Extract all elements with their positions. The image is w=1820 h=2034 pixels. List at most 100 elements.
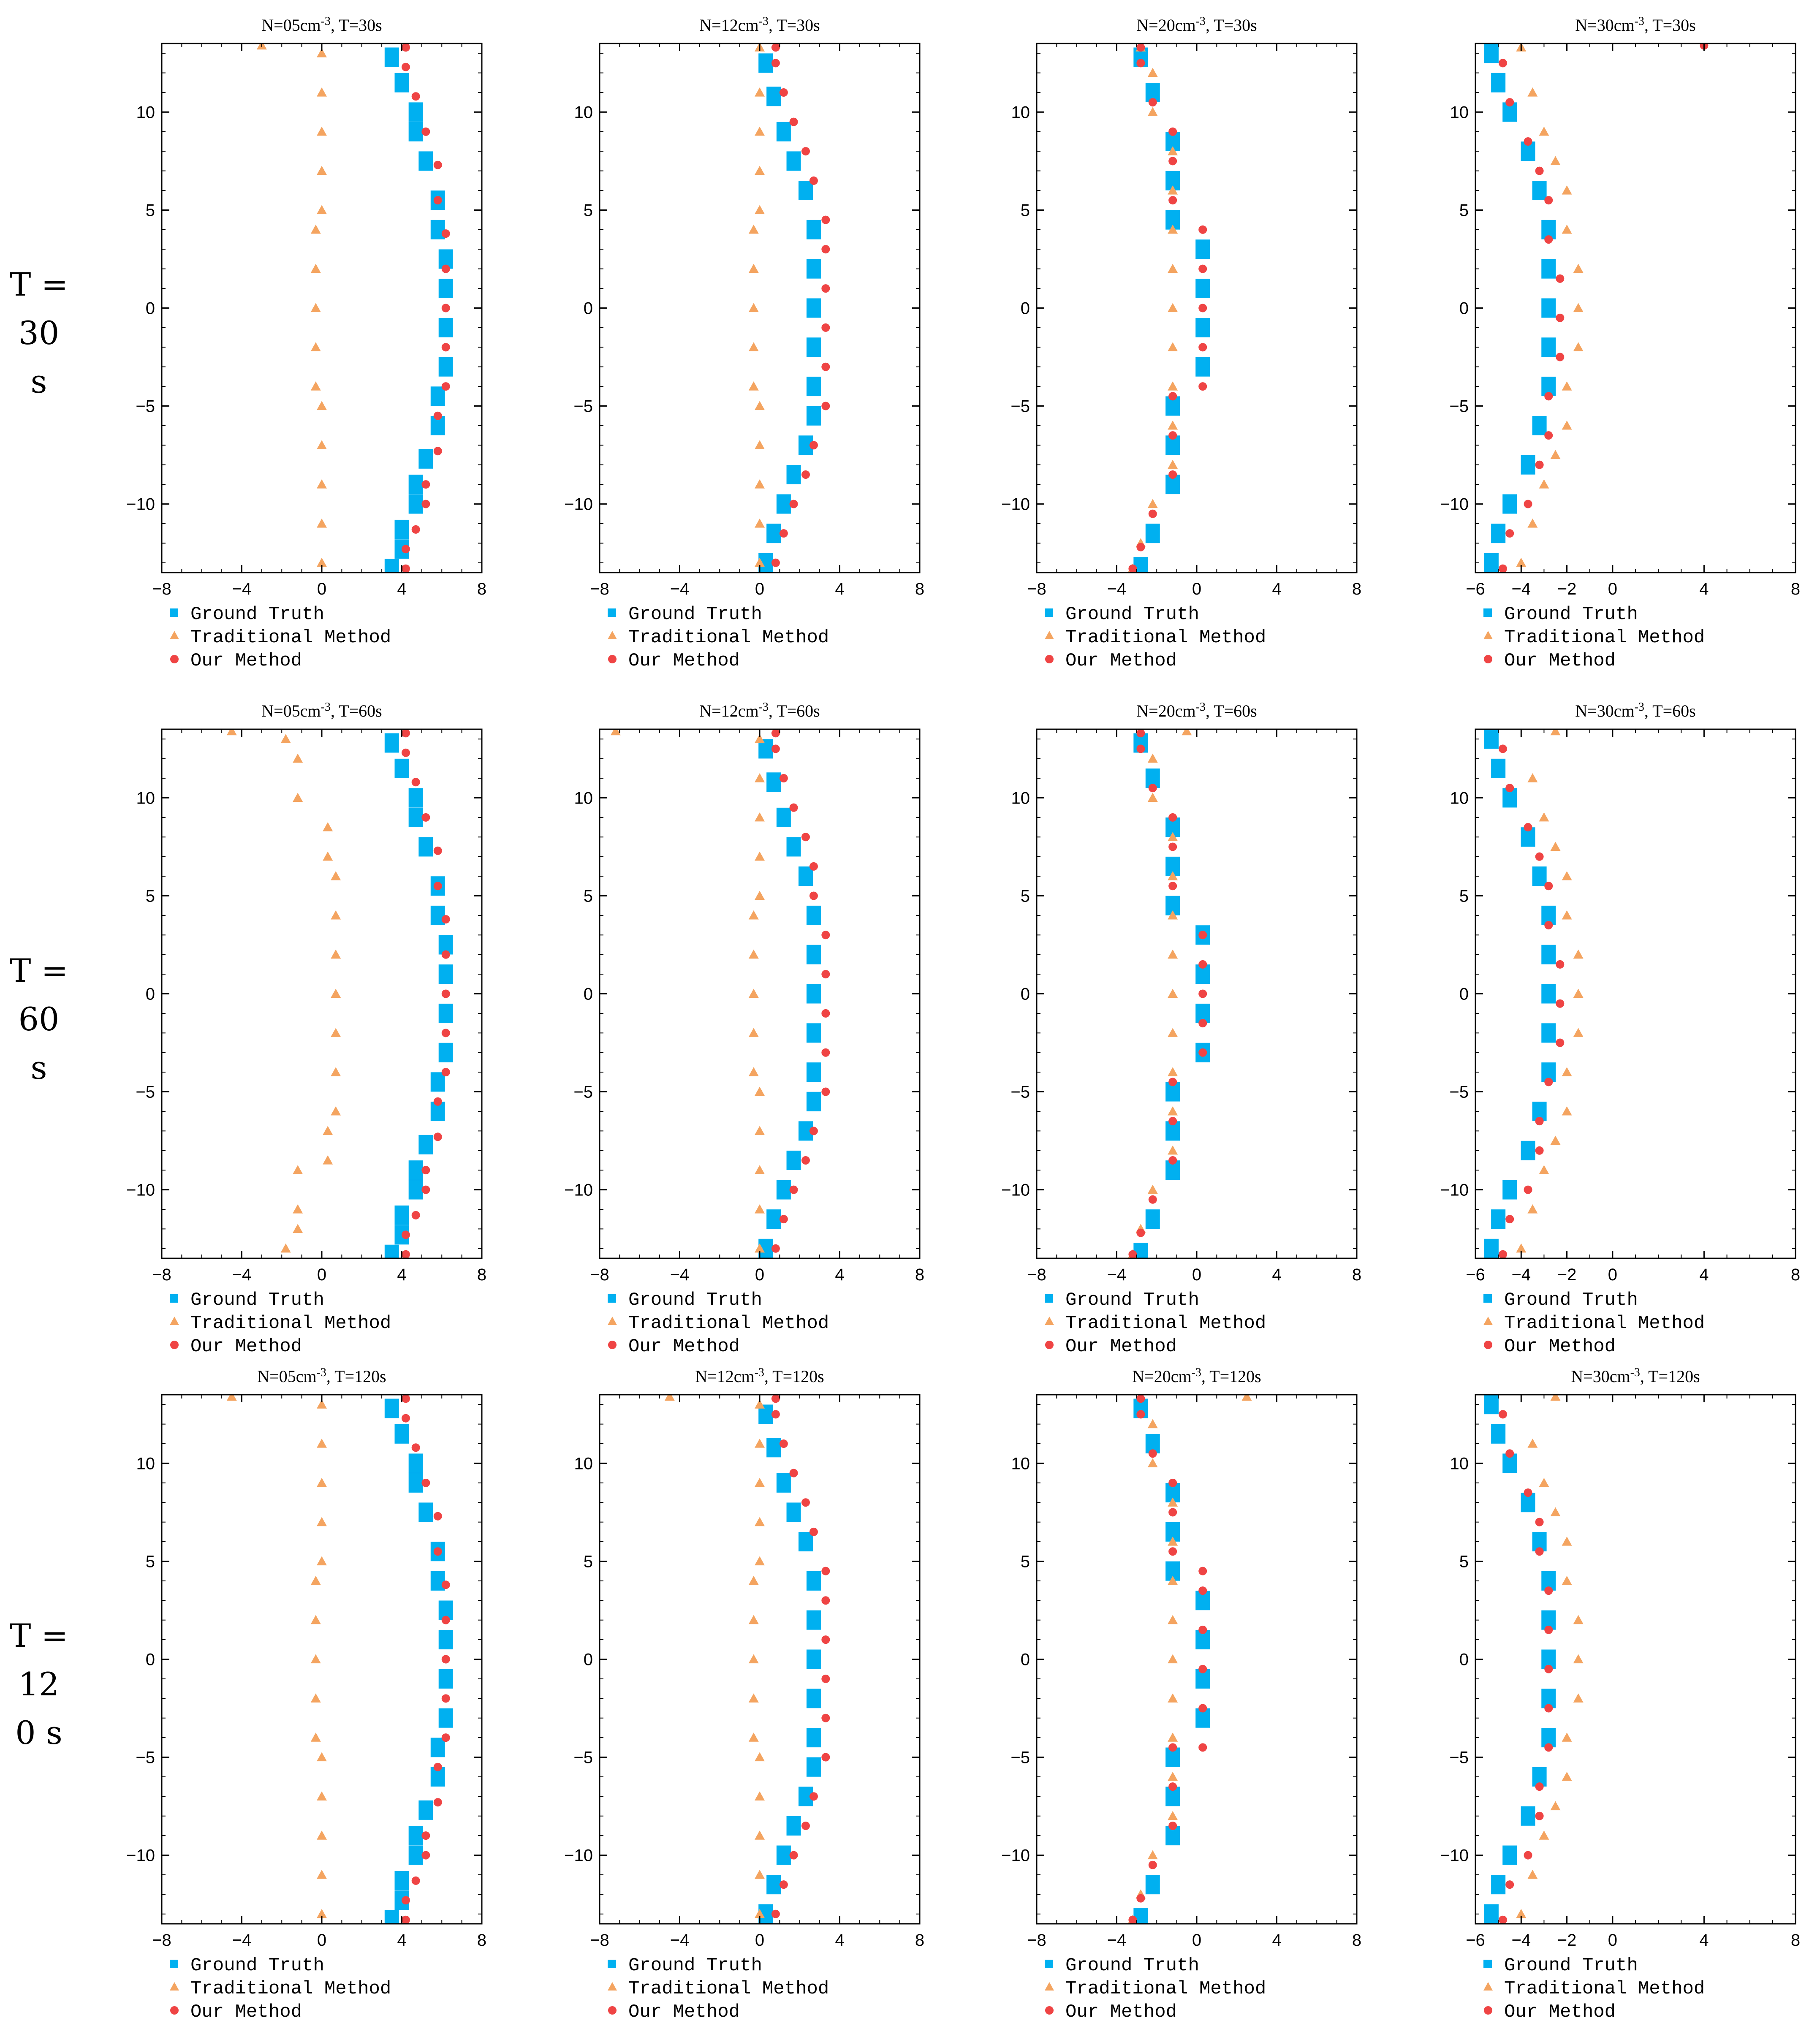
traditional-method-point [310,381,321,391]
traditional-method-point [1539,1477,1549,1487]
our-method-point [1556,313,1565,322]
traditional-method-point [755,1204,765,1214]
our-method-point [401,729,410,738]
ground-truth-point [408,1473,423,1493]
our-method-point [1168,1117,1177,1126]
y-tick-label: 0 [146,985,155,1004]
y-tick-label: 5 [146,1552,155,1571]
our-method-point [1198,1743,1207,1752]
traditional-method-point [1550,842,1561,851]
our-method-point [1524,1185,1532,1194]
x-tick-label: 4 [1699,1265,1709,1284]
our-method-point [433,196,442,205]
our-method-point [821,1048,830,1057]
x-tick-label: 8 [1791,1931,1800,1950]
our-method-point [771,1244,780,1253]
y-tick-label: −10 [1001,495,1030,514]
ground-truth-point [798,181,813,201]
traditional-method-point [755,205,765,215]
legend-ground-truth: Ground Truth [1504,1955,1638,1976]
x-tick-label: −4 [1511,580,1531,598]
traditional-method-point [748,263,759,273]
panel-title-sup: -3 [1630,1366,1640,1379]
ground-truth-point [1484,43,1499,63]
ground-truth-point [1532,181,1547,201]
our-method-point [1136,43,1145,52]
y-tick-label: −10 [1001,1181,1030,1200]
x-tick-label: −8 [1027,1931,1046,1950]
our-method-point [779,774,788,783]
legend-traditional-method: Traditional Method [1065,1313,1266,1334]
panel-2: N=12cm-3, T=30s −8 −4 0 4 8 −10 −5 0 5 10 Ground Tr… [564,15,924,671]
ground-truth-point [430,386,445,406]
plot-area [1484,43,1709,573]
ground-truth-point [766,1438,781,1458]
x-tick-label: −8 [152,1931,171,1950]
ground-truth-point [408,122,423,141]
row-label-2: T = 12 0 s [10,1617,68,1752]
y-tick-label: −10 [564,495,593,514]
ground-truth-point [1195,239,1210,259]
our-method-point [1544,1704,1553,1713]
our-method-point [1198,989,1207,998]
traditional-method-point [1147,1850,1158,1860]
traditional-method-point [755,1830,765,1840]
y-tick-label: 10 [1450,103,1469,122]
panel-title-rest: , T=60s [1206,701,1257,720]
our-method-point [1498,1410,1507,1419]
traditional-method-point [1168,1654,1178,1664]
panel-5: N=05cm-3, T=60s −8 −4 0 4 8 −10 −5 0 5 10 Ground Tr… [126,701,486,1357]
traditional-method-point [755,773,765,782]
our-method-point [1198,1586,1207,1595]
traditional-method-point [310,1615,321,1624]
x-tick-label: 4 [1272,580,1281,598]
legend-our-method: Our Method [1065,1336,1177,1357]
ground-truth-point [806,1728,821,1748]
traditional-method-point [1168,871,1178,880]
x-tick-label: −4 [670,1265,690,1284]
traditional-method-point [1527,773,1538,782]
traditional-method-point [755,812,765,822]
legend-circle-icon [1045,2006,1054,2015]
our-method-point [1544,235,1553,244]
traditional-method-point [1562,420,1572,430]
traditional-method-point [1562,381,1572,391]
our-method-point [1148,1860,1157,1869]
legend-our-method: Our Method [628,650,740,671]
plot-area [610,729,830,1258]
y-tick-label: 5 [1459,1552,1469,1571]
traditional-method-point [1516,1243,1527,1253]
traditional-method-point [317,1399,327,1409]
x-tick-label: −4 [232,580,252,598]
x-tick-label: 8 [915,1265,924,1284]
our-method-point [789,500,798,508]
x-tick-label: −4 [1511,1931,1531,1950]
x-tick-label: 0 [755,1931,764,1950]
legend-ground-truth: Ground Truth [1065,1290,1199,1311]
traditional-method-point [755,1165,765,1174]
our-method-point [1505,1880,1514,1889]
panel-title-rest: , T=30s [1644,16,1696,35]
traditional-method-point [1573,1693,1584,1703]
traditional-method-point [1147,1419,1158,1428]
legend-triangle-icon [170,631,179,639]
x-tick-label: 0 [1192,580,1201,598]
traditional-method-point [317,401,327,410]
ground-truth-point [384,733,399,753]
panel-title-main: N=20cm [1136,16,1195,35]
traditional-method-point [1573,1028,1584,1037]
traditional-method-point [1573,949,1584,959]
our-method-point [1544,196,1553,205]
traditional-method-point [1168,1067,1178,1076]
axes-frame [1036,1394,1358,1925]
traditional-method-point [1147,499,1158,508]
traditional-method-point [1562,871,1572,880]
our-method-point [421,500,430,508]
traditional-method-point [1168,910,1178,920]
x-tick-label: 4 [1272,1931,1281,1950]
ground-truth-point [806,337,821,357]
our-method-point [401,62,410,71]
traditional-method-point [317,1517,327,1526]
our-method-point [421,1831,430,1840]
